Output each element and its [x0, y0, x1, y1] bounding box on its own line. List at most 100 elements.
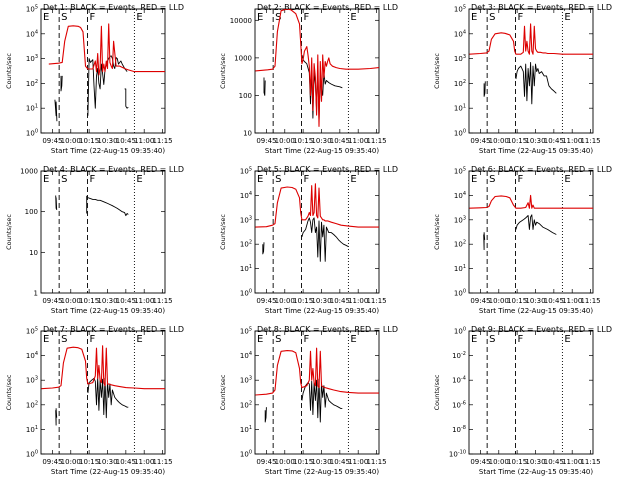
series-group [41, 345, 165, 426]
y-tick-label: 100 [25, 208, 38, 216]
y-tick-label: 105 [454, 167, 466, 176]
marker-label: F [90, 12, 96, 23]
x-tick-label: 10:00 [61, 458, 81, 466]
x-tick-label: 10:00 [275, 137, 295, 145]
x-tick-label: 11:15 [152, 137, 172, 145]
y-tick-label: 104 [454, 191, 466, 200]
x-tick-label: 11:00 [134, 458, 154, 466]
chart-title: Det 7: BLACK = Events, RED = LLD [43, 325, 184, 334]
x-tick-label: 10:45 [116, 458, 136, 466]
marker-label: E [43, 334, 49, 345]
chart-title: Det 6: BLACK = Events, RED = LLD [471, 165, 612, 174]
x-tick-label: 09:45 [42, 297, 62, 305]
series-events-0 [483, 81, 486, 97]
x-tick-label: 10:45 [116, 137, 136, 145]
series-lld-2 [255, 9, 379, 127]
chart-title: Det 1: BLACK = Events, RED = LLD [43, 3, 184, 12]
y-tick-label: 10-4 [452, 376, 466, 385]
series-events-1 [515, 61, 557, 105]
x-tick-label: 10:45 [544, 297, 564, 305]
x-tick-label: 10:30 [525, 297, 545, 305]
marker-label: E [43, 12, 49, 23]
x-axis-label: Start Time (22-Aug-15 09:35:40) [51, 307, 165, 315]
plot-frame [254, 8, 380, 134]
y-tick-label: 1 [34, 290, 38, 298]
y-tick-label: 100 [454, 327, 466, 336]
y-tick-label: 103 [454, 215, 466, 224]
marker-label: S [489, 334, 495, 345]
x-tick-label: 10:15 [79, 297, 99, 305]
marker-label: F [90, 174, 96, 185]
y-tick-label: 100 [454, 129, 466, 138]
panel-det8: Det 8: BLACK = Events, RED = LLD Counts/s… [219, 325, 398, 476]
x-tick-label: 10:45 [330, 297, 350, 305]
panel-det9: Det 9: BLACK = Events, RED = LLD Counts/s… [433, 325, 612, 476]
panel-det7: Det 7: BLACK = Events, RED = LLD Counts/s… [5, 325, 184, 476]
plot-frame [254, 170, 380, 294]
series-group [48, 23, 165, 122]
x-tick-label: 10:00 [489, 458, 509, 466]
marker-label: E [564, 12, 570, 23]
chart-title: Det 5: BLACK = Events, RED = LLD [257, 165, 398, 174]
series-events-1 [301, 217, 349, 262]
series-events-1 [87, 376, 129, 419]
marker-label: S [61, 174, 67, 185]
x-tick-label: 10:00 [275, 458, 295, 466]
marker-label: E [257, 334, 263, 345]
y-tick-label: 1000 [234, 54, 252, 62]
marker-label: E [136, 12, 142, 23]
y-axis-label: Counts/sec [433, 53, 441, 89]
x-tick-label: 10:00 [489, 137, 509, 145]
x-tick-label: 09:45 [256, 137, 276, 145]
y-tick-label: 101 [240, 425, 252, 434]
x-tick-label: 10:30 [97, 458, 117, 466]
y-tick-label: 105 [26, 327, 38, 336]
marker-label: E [350, 334, 356, 345]
series-events-0 [264, 407, 267, 423]
x-tick-label: 09:45 [42, 137, 62, 145]
x-tick-label: 10:45 [330, 458, 350, 466]
y-tick-label: 105 [26, 5, 38, 14]
series-lld-2 [469, 23, 593, 55]
x-axis-label: Start Time (22-Aug-15 09:35:40) [265, 147, 379, 155]
marker-label: F [304, 174, 310, 185]
x-tick-label: 11:00 [348, 458, 368, 466]
y-tick-label: 10000 [230, 17, 252, 25]
x-tick-label: 10:45 [544, 458, 564, 466]
marker-label: S [275, 334, 281, 345]
marker-label: S [61, 12, 67, 23]
y-tick-label: 104 [240, 351, 252, 360]
marker-label: F [518, 174, 524, 185]
x-tick-label: 11:00 [348, 137, 368, 145]
panel-det6: Det 6: BLACK = Events, RED = LLD Counts/s… [433, 165, 612, 315]
chart-title: Det 3: BLACK = Events, RED = LLD [471, 3, 612, 12]
y-tick-label: 10-10 [449, 450, 466, 459]
marker-label: E [350, 174, 356, 185]
x-axis-label: Start Time (22-Aug-15 09:35:40) [51, 147, 165, 155]
x-tick-label: 10:45 [330, 137, 350, 145]
x-tick-label: 10:15 [507, 297, 527, 305]
y-tick-label: 101 [454, 264, 466, 273]
series-lld-2 [469, 194, 593, 209]
marker-label: E [564, 334, 570, 345]
y-tick-label: 100 [239, 92, 252, 100]
y-tick-label: 10 [243, 130, 252, 138]
series-group [469, 23, 593, 105]
y-tick-label: 103 [26, 376, 38, 385]
x-tick-label: 10:00 [489, 297, 509, 305]
y-tick-label: 101 [26, 104, 38, 113]
chart-title: Det 9: BLACK = Events, RED = LLD [471, 325, 612, 334]
y-tick-label: 100 [240, 289, 252, 298]
marker-label: E [257, 174, 263, 185]
marker-label: S [489, 12, 495, 23]
x-tick-label: 11:15 [366, 297, 386, 305]
series-group [469, 194, 593, 251]
marker-label: E [350, 12, 356, 23]
x-tick-label: 10:45 [544, 137, 564, 145]
series-lld-4 [48, 23, 165, 76]
y-axis-label: Counts/sec [219, 214, 227, 250]
y-tick-label: 104 [454, 29, 466, 38]
marker-label: F [518, 12, 524, 23]
x-tick-label: 10:15 [293, 137, 313, 145]
